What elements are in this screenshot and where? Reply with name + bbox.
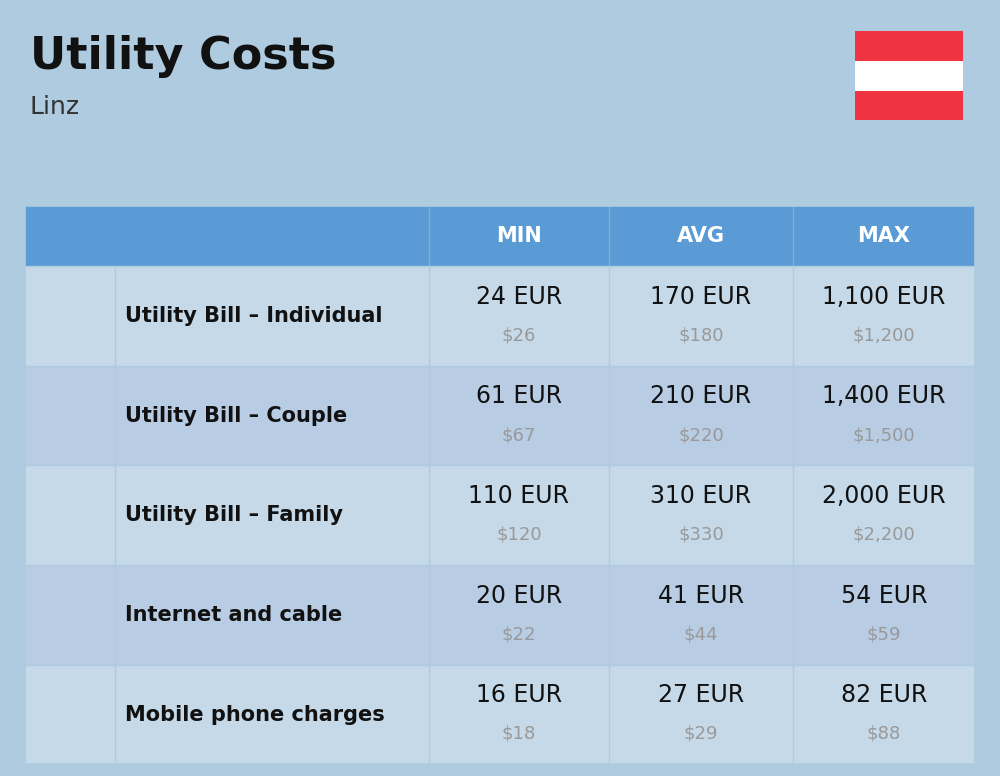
Text: MAX: MAX	[857, 226, 910, 246]
Text: 54 EUR: 54 EUR	[841, 584, 927, 608]
Text: 1,400 EUR: 1,400 EUR	[822, 384, 946, 408]
Text: $18: $18	[502, 725, 536, 743]
Text: MIN: MIN	[496, 226, 542, 246]
Text: 82 EUR: 82 EUR	[841, 683, 927, 707]
Bar	[25, 266, 975, 365]
Bar	[25, 665, 975, 764]
Text: 2,000 EUR: 2,000 EUR	[822, 484, 946, 508]
Text: $220: $220	[678, 426, 724, 444]
Text: Linz: Linz	[30, 95, 80, 119]
Text: Utility Bill – Couple: Utility Bill – Couple	[125, 406, 348, 425]
Text: $44: $44	[684, 625, 718, 643]
Text: 310 EUR: 310 EUR	[650, 484, 751, 508]
Text: $88: $88	[867, 725, 901, 743]
Text: $22: $22	[502, 625, 536, 643]
Bar	[25, 365, 975, 466]
Text: 61 EUR: 61 EUR	[476, 384, 562, 408]
Text: 41 EUR: 41 EUR	[658, 584, 744, 608]
Text: 16 EUR: 16 EUR	[476, 683, 562, 707]
Bar	[25, 206, 975, 764]
Text: 170 EUR: 170 EUR	[650, 285, 751, 309]
FancyBboxPatch shape	[855, 31, 963, 61]
Text: 20 EUR: 20 EUR	[476, 584, 562, 608]
Text: $29: $29	[684, 725, 718, 743]
Text: Mobile phone charges: Mobile phone charges	[125, 705, 385, 725]
Bar	[25, 565, 975, 665]
Text: Utility Bill – Individual: Utility Bill – Individual	[125, 306, 383, 326]
Text: 210 EUR: 210 EUR	[650, 384, 751, 408]
Text: AVG: AVG	[677, 226, 725, 246]
Bar	[25, 206, 975, 266]
Text: $180: $180	[678, 327, 724, 345]
Text: $1,200: $1,200	[852, 327, 915, 345]
Text: $67: $67	[502, 426, 536, 444]
Text: Internet and cable: Internet and cable	[125, 605, 342, 625]
Text: $1,500: $1,500	[852, 426, 915, 444]
Text: 27 EUR: 27 EUR	[658, 683, 744, 707]
Text: $59: $59	[867, 625, 901, 643]
Text: $120: $120	[496, 525, 542, 544]
Text: 24 EUR: 24 EUR	[476, 285, 562, 309]
Text: Utility Bill – Family: Utility Bill – Family	[125, 505, 343, 525]
Bar	[25, 466, 975, 565]
FancyBboxPatch shape	[855, 91, 963, 120]
Text: $26: $26	[502, 327, 536, 345]
Text: Utility Costs: Utility Costs	[30, 35, 336, 78]
Text: $330: $330	[678, 525, 724, 544]
Text: 110 EUR: 110 EUR	[468, 484, 570, 508]
Text: 1,100 EUR: 1,100 EUR	[822, 285, 945, 309]
FancyBboxPatch shape	[855, 61, 963, 91]
Text: $2,200: $2,200	[852, 525, 915, 544]
